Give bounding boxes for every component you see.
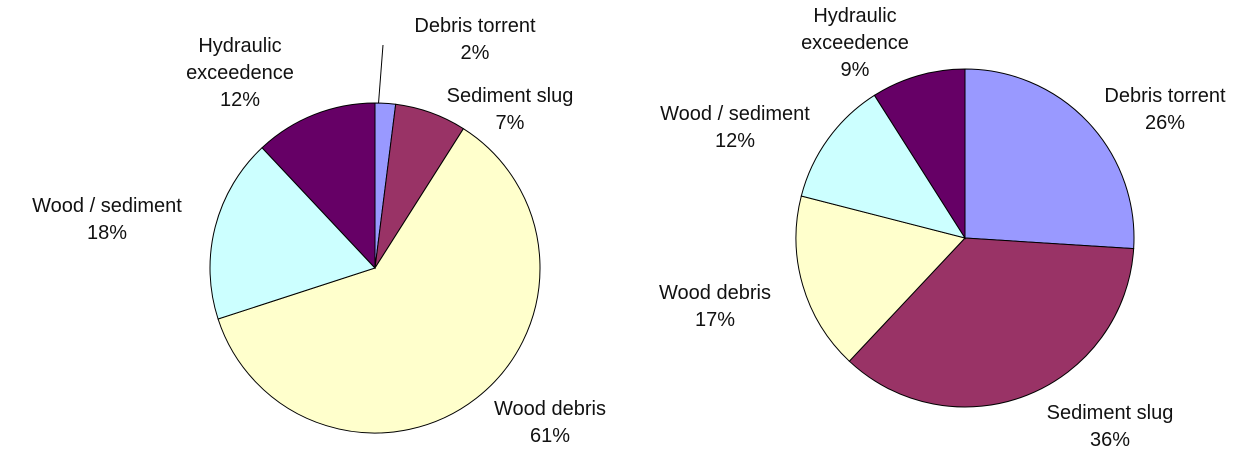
pie-slice [261,102,376,270]
pie-slice [209,147,376,320]
category-label: Wood / sediment [32,195,182,217]
value-label: 36% [1089,429,1131,451]
slice-label: Hydraulic exceedence 12% [175,33,305,114]
leader-line [377,44,384,111]
category-label: Hydraulic exceedence [186,35,294,84]
pie-slice [964,68,1135,250]
pie-slice [800,94,967,239]
value-label: 61% [529,425,571,447]
category-label: Wood debris [494,398,606,420]
category-label: Debris torrent [1104,85,1226,107]
pie-slice [217,127,541,434]
slice-label: Wood debris 17% [615,280,815,334]
slice-label: Hydraulic exceedence 9% [790,3,920,84]
value-label: 9% [840,59,870,81]
value-label: 26% [1144,112,1186,134]
value-label: 7% [495,112,525,134]
value-label: 12% [714,130,756,152]
value-label: 17% [694,309,736,331]
slice-label: Debris torrent 26% [1065,83,1246,137]
category-label: Sediment slug [446,85,574,107]
slice-label: Wood / sediment 18% [0,193,217,247]
value-label: 18% [86,222,128,244]
category-label: Wood / sediment [660,103,810,125]
pie-slice [795,195,966,362]
pie-slice [873,68,966,240]
value-label: 12% [219,89,261,111]
slice-label: Sediment slug 36% [1010,400,1210,454]
category-label: Debris torrent [414,15,536,37]
slice-label: Sediment slug 7% [410,83,610,137]
category-label: Hydraulic exceedence [801,5,909,54]
pie-slice [848,237,1135,408]
category-label: Wood debris [659,282,771,304]
slice-label: Wood / sediment 12% [625,101,845,155]
slice-label: Debris torrent 2% [355,13,595,67]
category-label: Sediment slug [1046,402,1174,424]
slice-label: Wood debris 61% [450,396,650,450]
value-label: 2% [460,42,490,64]
